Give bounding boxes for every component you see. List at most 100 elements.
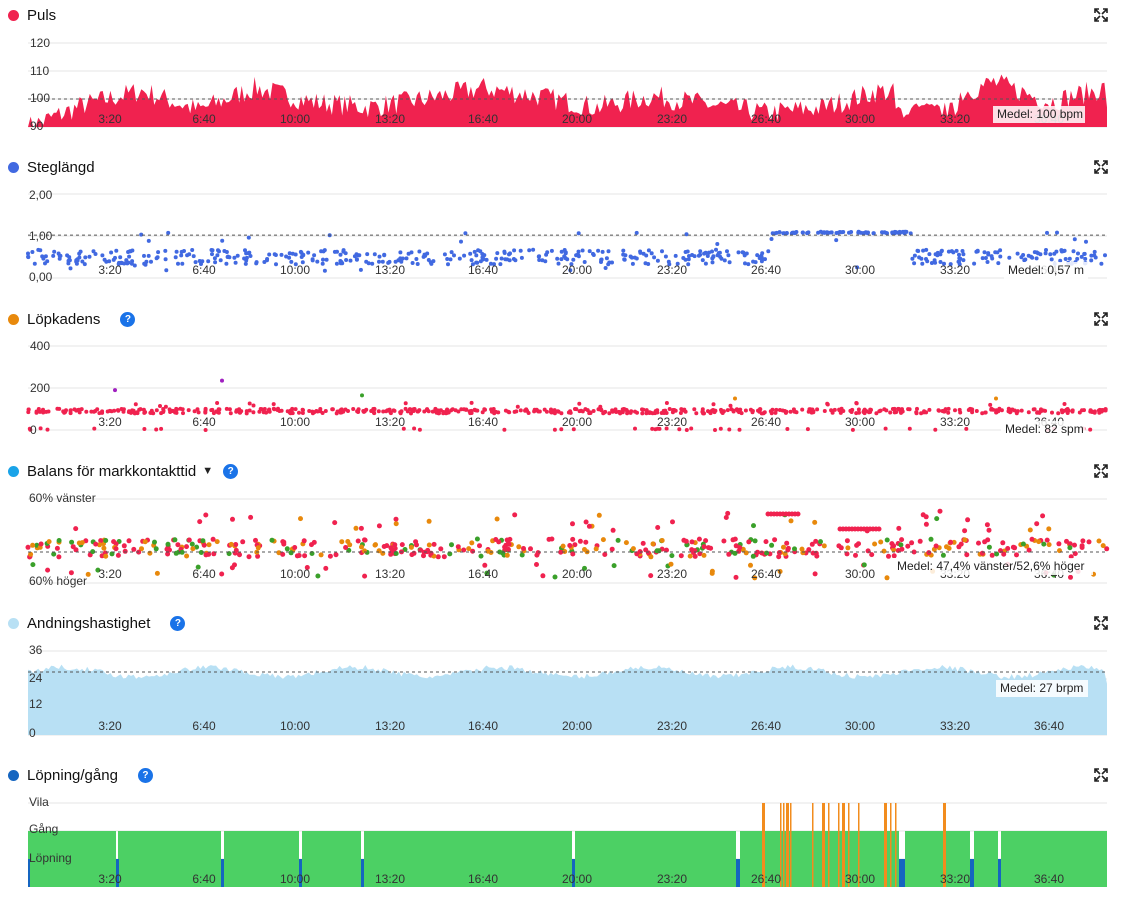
data-point — [655, 426, 660, 431]
data-point — [321, 257, 325, 262]
data-point — [339, 539, 345, 545]
expand-icon[interactable] — [1094, 464, 1108, 478]
data-point — [211, 411, 216, 416]
data-point — [417, 427, 422, 432]
data-point — [446, 410, 451, 415]
data-point — [725, 249, 729, 254]
data-point — [607, 411, 612, 416]
data-point — [174, 249, 179, 254]
data-point — [933, 260, 938, 265]
data-point — [232, 562, 237, 568]
data-point — [209, 248, 214, 252]
x-tick-label: 33:20 — [940, 112, 970, 126]
data-point — [113, 255, 117, 260]
data-point — [370, 261, 375, 266]
data-point — [623, 540, 629, 546]
data-point — [193, 260, 198, 265]
rest-marker — [895, 803, 897, 887]
chart-title: Puls — [27, 6, 57, 24]
help-icon[interactable]: ? — [137, 767, 153, 783]
data-point — [300, 411, 305, 415]
data-point — [332, 520, 338, 526]
data-point — [235, 253, 240, 258]
data-point — [279, 252, 284, 257]
data-point — [323, 565, 329, 571]
data-point — [1049, 257, 1054, 262]
help-icon[interactable]: ? — [170, 615, 186, 631]
data-point — [710, 260, 715, 265]
data-point — [492, 411, 497, 416]
data-point — [1068, 554, 1074, 560]
expand-icon[interactable] — [1094, 768, 1108, 782]
data-point — [534, 562, 539, 567]
mean-label: Medel: 47,4% vänster/52,6% höger — [897, 559, 1084, 573]
data-point — [284, 254, 289, 259]
data-point — [905, 543, 911, 549]
help-icon[interactable]: ? — [120, 311, 136, 327]
data-point — [766, 249, 771, 254]
data-point — [785, 547, 791, 553]
walk-marker — [736, 859, 740, 887]
data-point — [220, 378, 224, 383]
data-point — [591, 409, 596, 413]
x-tick-label: 20:00 — [562, 567, 592, 581]
data-point — [1058, 258, 1063, 263]
data-point — [1026, 410, 1031, 415]
data-point — [285, 409, 290, 414]
data-point — [884, 537, 890, 543]
rest-marker — [828, 803, 830, 887]
data-point — [628, 410, 633, 415]
data-point — [738, 407, 743, 412]
data-point — [675, 261, 680, 266]
data-point — [829, 408, 834, 413]
data-point — [672, 408, 677, 412]
data-point — [408, 544, 414, 550]
data-point — [142, 539, 148, 545]
data-point — [677, 427, 682, 432]
x-tick-label: 16:40 — [468, 112, 498, 126]
help-icon[interactable]: ? — [223, 463, 239, 479]
data-point — [776, 550, 782, 556]
x-tick-label: 6:40 — [192, 872, 216, 886]
mean-label-bg — [1001, 421, 1085, 438]
caret-down-icon[interactable]: ▼ — [202, 465, 214, 477]
data-point — [962, 528, 968, 534]
data-point — [750, 410, 755, 415]
data-point — [461, 547, 467, 553]
data-point — [805, 427, 810, 432]
x-tick-label: 13:20 — [375, 719, 405, 733]
data-point — [388, 545, 394, 551]
data-point — [192, 409, 197, 414]
data-point — [936, 408, 941, 413]
expand-icon[interactable] — [1094, 616, 1108, 630]
data-point — [197, 519, 203, 525]
data-point — [865, 548, 871, 554]
data-point — [690, 253, 695, 257]
data-point — [743, 261, 747, 266]
expand-icon[interactable] — [1094, 312, 1108, 326]
data-point — [571, 427, 576, 432]
mean-label-bg — [1004, 262, 1088, 279]
data-point — [792, 409, 797, 414]
data-point — [466, 546, 472, 552]
data-point — [197, 259, 202, 263]
expand-icon[interactable] — [1094, 8, 1108, 22]
data-point — [243, 261, 248, 266]
data-point — [602, 552, 608, 557]
data-point — [552, 427, 557, 432]
data-point — [403, 401, 408, 406]
data-point — [728, 403, 733, 408]
data-point — [505, 546, 511, 552]
data-point — [1080, 408, 1084, 413]
data-point — [1084, 239, 1088, 244]
data-point — [876, 526, 882, 532]
x-tick-label: 16:40 — [468, 719, 498, 733]
data-point — [837, 407, 842, 412]
data-point — [238, 410, 243, 415]
data-point — [1039, 407, 1043, 412]
expand-icon[interactable] — [1094, 160, 1108, 174]
data-point — [362, 409, 367, 414]
data-point — [1034, 250, 1039, 255]
data-point — [1062, 408, 1066, 413]
data-point — [142, 261, 147, 266]
